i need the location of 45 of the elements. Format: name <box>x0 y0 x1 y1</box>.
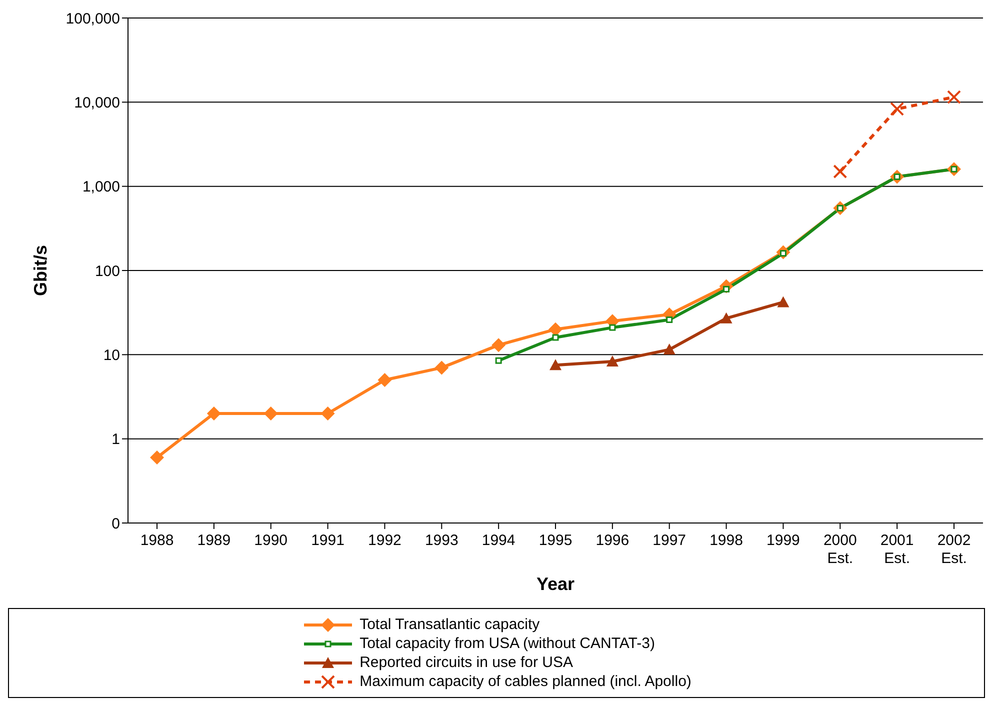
legend-label: Maximum capacity of cables planned (incl. Apollo) <box>360 673 692 690</box>
y-tick-label: 10,000 <box>74 94 120 112</box>
x-tick-label: 1991 <box>311 532 344 549</box>
y-tick-label: 1,000 <box>82 178 120 196</box>
point <box>150 450 164 465</box>
x-tick-label: 1996 <box>596 532 630 549</box>
point <box>609 324 616 331</box>
x-tick-label: 1990 <box>254 532 288 549</box>
point <box>434 360 449 375</box>
point <box>206 406 221 420</box>
y-tick-label: 10 <box>103 346 120 364</box>
x-tick-label: 1998 <box>710 532 743 549</box>
point <box>495 357 502 364</box>
point <box>777 296 790 308</box>
x-tick-label: 1997 <box>652 532 686 549</box>
legend-label: Total Transatlantic capacity <box>360 616 540 633</box>
point <box>606 355 618 366</box>
point <box>663 344 676 355</box>
point <box>548 322 562 336</box>
point <box>552 334 559 341</box>
legend-label: Total capacity from USA (without CANTAT-3) <box>360 635 655 652</box>
point <box>720 312 732 324</box>
point <box>492 338 506 352</box>
x-tick-label: 1989 <box>197 532 231 549</box>
x-tick-label: 1994 <box>482 532 516 549</box>
x-tick-label: 2000 Est. <box>823 532 857 567</box>
point <box>264 406 278 420</box>
x-tick-label: 1992 <box>368 532 402 549</box>
y-tick-label: 100 <box>94 262 120 280</box>
x-tick-label: 1995 <box>538 532 572 549</box>
x-tick-label: 2002 Est. <box>937 532 971 567</box>
x-axis-title: Year <box>536 574 575 594</box>
point <box>666 316 673 323</box>
y-axis-title: Gbit/s <box>30 244 50 296</box>
x-tick-label: 2001 Est. <box>880 532 914 567</box>
point <box>320 406 335 420</box>
y-tick-label: 100,000 <box>66 10 120 28</box>
y-tick-label: 0 <box>112 515 120 532</box>
point <box>550 359 562 370</box>
legend-label: Reported circuits in use for USA <box>360 654 573 671</box>
x-tick-label: 1999 <box>766 532 800 549</box>
point <box>378 373 392 388</box>
x-tick-label: 1988 <box>140 532 174 549</box>
x-tick-label: 1993 <box>424 532 458 549</box>
y-tick-label: 1 <box>112 431 120 448</box>
